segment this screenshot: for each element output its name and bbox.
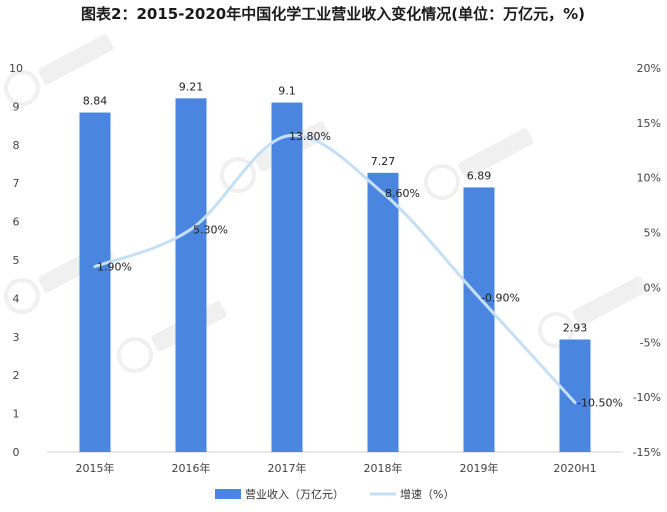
watermark-mark [117, 301, 227, 373]
legend-bar-label: 营业收入（万亿元） [245, 487, 344, 501]
growth-line [93, 133, 577, 405]
x-axis-tick: 2018年 [364, 461, 403, 475]
bar-value-label: 7.27 [371, 155, 396, 168]
right-axis-tick: 0% [644, 281, 661, 294]
watermark-mark [3, 34, 114, 106]
left-axis-tick: 9 [13, 100, 20, 113]
left-axis-tick: 7 [13, 177, 20, 190]
line-value-label: 1.90% [97, 261, 132, 274]
line-value-label: 13.80% [289, 130, 331, 143]
legend-bar-swatch [215, 489, 241, 499]
x-axis-tick: 2017年 [268, 461, 307, 475]
x-axis-tick: 2015年 [76, 461, 115, 475]
legend: 营业收入（万亿元） 增速（%） [215, 487, 454, 501]
bar-value-label: 9.21 [179, 80, 204, 93]
left-axis-tick: 6 [13, 216, 20, 229]
bar-value-label: 6.89 [467, 169, 492, 182]
bar [559, 339, 591, 452]
right-axis-tick: -15% [633, 446, 661, 459]
left-axis-tick: 8 [13, 139, 20, 152]
left-axis-tick: 0 [13, 446, 20, 459]
right-axis-tick: -10% [633, 391, 661, 404]
left-axis-tick: 2 [13, 369, 20, 382]
bar-value-label: 9.1 [278, 85, 296, 98]
x-axis-tick: 2016年 [172, 461, 211, 475]
bar [79, 112, 111, 452]
chart-title: 图表2：2015-2020年中国化学工业营业收入变化情况(单位：万亿元，%) [81, 5, 585, 23]
x-axis: 2015年 2016年 2017年 2018年 2019年 2020H1 [47, 451, 623, 475]
left-axis-tick: 4 [13, 292, 20, 305]
right-axis-tick: -5% [640, 336, 661, 349]
left-axis-tick: 5 [13, 254, 20, 267]
bar [175, 98, 207, 452]
x-axis-tick: 2020H1 [553, 462, 596, 475]
bar [463, 187, 495, 452]
right-axis-tick: 15% [637, 117, 661, 130]
bar-value-label: 2.93 [563, 321, 588, 334]
bar-series: 8.84 9.21 9.1 7.27 6.89 2.93 [79, 80, 591, 452]
legend-line-label: 增速（%） [400, 487, 454, 501]
line-value-label: -10.50% [577, 397, 623, 410]
line-value-label: -0.90% [481, 291, 520, 304]
left-axis-tick: 1 [13, 408, 20, 421]
watermark-mark [538, 276, 648, 348]
right-axis-tick: 10% [637, 172, 661, 185]
left-axis-tick: 3 [13, 331, 20, 344]
left-axis-tick: 10 [9, 62, 23, 75]
bar [271, 102, 303, 452]
bar-value-label: 8.84 [83, 95, 108, 108]
line-value-label: 5.30% [193, 223, 228, 236]
x-axis-tick: 2019年 [460, 461, 499, 475]
right-axis-tick: 5% [644, 227, 661, 240]
left-y-axis: 0 1 2 3 4 5 6 7 8 9 10 [9, 62, 23, 459]
line-value-label: 8.60% [385, 187, 420, 200]
line-series: 1.90% 5.30% 13.80% 8.60% -0.90% -10.50% [93, 130, 623, 410]
bar [367, 172, 399, 452]
watermark-mark [424, 128, 534, 200]
right-axis-tick: 20% [637, 62, 661, 75]
right-y-axis: -15% -10% -5% 0% 5% 10% 15% 20% [633, 62, 661, 459]
